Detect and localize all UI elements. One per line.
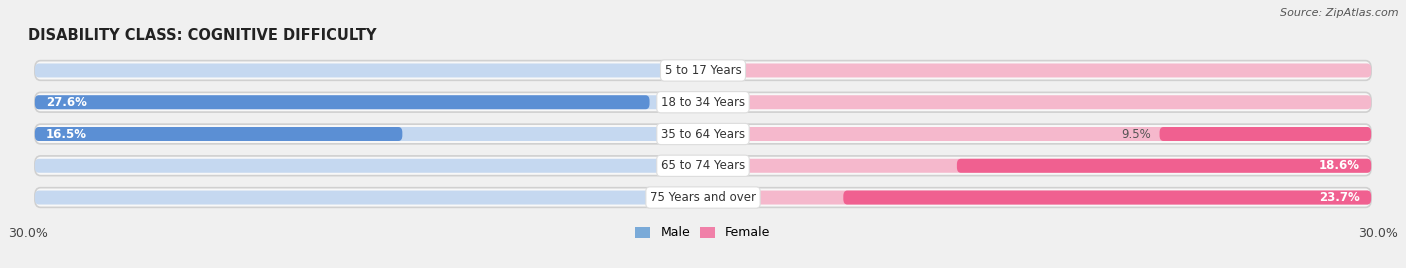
FancyBboxPatch shape (35, 159, 703, 173)
Text: 0.0%: 0.0% (714, 64, 744, 77)
FancyBboxPatch shape (35, 124, 1371, 144)
Text: 18 to 34 Years: 18 to 34 Years (661, 96, 745, 109)
Text: 0.0%: 0.0% (662, 191, 692, 204)
FancyBboxPatch shape (703, 191, 1371, 204)
FancyBboxPatch shape (957, 159, 1371, 173)
Text: 9.5%: 9.5% (1121, 128, 1150, 140)
Text: DISABILITY CLASS: COGNITIVE DIFFICULTY: DISABILITY CLASS: COGNITIVE DIFFICULTY (28, 28, 377, 43)
FancyBboxPatch shape (35, 95, 650, 109)
FancyBboxPatch shape (35, 127, 703, 141)
Text: 0.0%: 0.0% (662, 159, 692, 172)
FancyBboxPatch shape (35, 127, 402, 141)
FancyBboxPatch shape (1160, 127, 1371, 141)
Text: 5 to 17 Years: 5 to 17 Years (665, 64, 741, 77)
FancyBboxPatch shape (35, 191, 703, 204)
Text: Source: ZipAtlas.com: Source: ZipAtlas.com (1281, 8, 1399, 18)
Text: 16.5%: 16.5% (46, 128, 87, 140)
FancyBboxPatch shape (35, 64, 703, 77)
Text: 75 Years and over: 75 Years and over (650, 191, 756, 204)
FancyBboxPatch shape (35, 156, 1371, 176)
FancyBboxPatch shape (703, 159, 1371, 173)
Text: 0.0%: 0.0% (714, 96, 744, 109)
FancyBboxPatch shape (703, 64, 1371, 77)
FancyBboxPatch shape (844, 191, 1371, 204)
Text: 35 to 64 Years: 35 to 64 Years (661, 128, 745, 140)
FancyBboxPatch shape (703, 95, 1371, 109)
FancyBboxPatch shape (703, 127, 1371, 141)
FancyBboxPatch shape (35, 188, 1371, 207)
FancyBboxPatch shape (35, 61, 1371, 80)
Text: 18.6%: 18.6% (1319, 159, 1360, 172)
Text: 65 to 74 Years: 65 to 74 Years (661, 159, 745, 172)
Text: 0.0%: 0.0% (662, 64, 692, 77)
FancyBboxPatch shape (35, 95, 703, 109)
Text: 23.7%: 23.7% (1319, 191, 1360, 204)
Text: 27.6%: 27.6% (46, 96, 87, 109)
Legend: Male, Female: Male, Female (630, 221, 776, 244)
FancyBboxPatch shape (35, 92, 1371, 112)
